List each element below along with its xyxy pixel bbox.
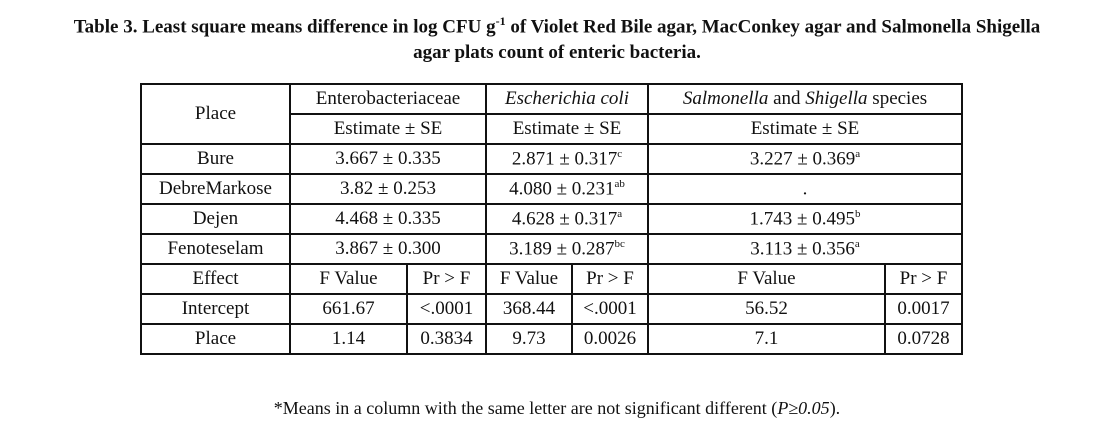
prf-cell: <.0001 <box>406 293 487 325</box>
effect-cell: Intercept <box>140 293 291 325</box>
table-row: DebreMarkose 3.82 ± 0.253 4.080 ± 0.231a… <box>140 173 963 205</box>
header-row-2: Estimate ± SE Estimate ± SE Estimate ± S… <box>141 113 963 145</box>
place-cell: Fenoteselam <box>140 233 291 265</box>
estimate-cell: 4.628 ± 0.317a <box>485 203 649 235</box>
fvalue-header: F Value <box>485 263 573 295</box>
header-row-1: Place Enterobacteriaceae Escherichia col… <box>140 83 963 145</box>
table-row: Intercept 661.67 <.0001 368.44 <.0001 56… <box>140 293 963 325</box>
prf-cell: 0.0728 <box>884 323 963 355</box>
ecoli-header: Escherichia coli <box>485 83 649 115</box>
estimate-header: Estimate ± SE <box>485 113 649 145</box>
prf-cell: 0.0026 <box>571 323 649 355</box>
estimate-cell: 3.227 ± 0.369a <box>647 143 963 175</box>
salmonella-shigella-header: Salmonella and Shigella species <box>647 83 963 115</box>
estimate-cell: 2.871 ± 0.317c <box>485 143 649 175</box>
prf-cell: 0.3834 <box>406 323 487 355</box>
table-row: Bure 3.667 ± 0.335 2.871 ± 0.317c 3.227 … <box>140 143 963 175</box>
table-row: Place 1.14 0.3834 9.73 0.0026 7.1 0.0728 <box>140 323 963 355</box>
estimate-cell: 3.189 ± 0.287bc <box>485 233 649 265</box>
fvalue-cell: 1.14 <box>289 323 408 355</box>
fvalue-header: F Value <box>647 263 886 295</box>
effect-header-row: Effect F Value Pr > F F Value Pr > F F V… <box>140 263 963 295</box>
fvalue-header: F Value <box>289 263 408 295</box>
prf-header: Pr > F <box>571 263 649 295</box>
enterobacteriaceae-header: Enterobacteriaceae <box>289 83 487 115</box>
estimate-header: Estimate ± SE <box>289 113 487 145</box>
estimate-cell: 3.667 ± 0.335 <box>289 143 487 175</box>
estimate-cell: . <box>647 173 963 205</box>
fvalue-cell: 7.1 <box>647 323 886 355</box>
table-caption: Table 3. Least square means difference i… <box>0 8 1114 66</box>
place-cell: DebreMarkose <box>140 173 291 205</box>
fvalue-cell: 9.73 <box>485 323 573 355</box>
estimate-cell: 3.82 ± 0.253 <box>289 173 487 205</box>
prf-header: Pr > F <box>406 263 487 295</box>
estimate-cell: 1.743 ± 0.495b <box>647 203 963 235</box>
estimate-cell: 4.468 ± 0.335 <box>289 203 487 235</box>
prf-header: Pr > F <box>884 263 963 295</box>
footnote: *Means in a column with the same letter … <box>273 398 841 418</box>
fvalue-cell: 661.67 <box>289 293 408 325</box>
estimate-cell: 4.080 ± 0.231ab <box>485 173 649 205</box>
estimate-header: Estimate ± SE <box>647 113 963 145</box>
estimate-cell: 3.867 ± 0.300 <box>289 233 487 265</box>
prf-cell: 0.0017 <box>884 293 963 325</box>
effect-header: Effect <box>140 263 291 295</box>
prf-cell: <.0001 <box>571 293 649 325</box>
place-cell: Dejen <box>140 203 291 235</box>
caption-line-2: agar plats count of enteric bacteria. <box>413 42 701 64</box>
place-cell: Bure <box>140 143 291 175</box>
estimate-cell: 3.113 ± 0.356a <box>647 233 963 265</box>
results-table: Place Enterobacteriaceae Escherichia col… <box>140 83 963 355</box>
table-row: Fenoteselam 3.867 ± 0.300 3.189 ± 0.287b… <box>140 233 963 265</box>
fvalue-cell: 56.52 <box>647 293 886 325</box>
place-header: Place <box>140 83 291 145</box>
caption-line-1: Table 3. Least square means difference i… <box>73 14 1041 38</box>
fvalue-cell: 368.44 <box>485 293 573 325</box>
effect-cell: Place <box>140 323 291 355</box>
table-row: Dejen 4.468 ± 0.335 4.628 ± 0.317a 1.743… <box>140 203 963 235</box>
